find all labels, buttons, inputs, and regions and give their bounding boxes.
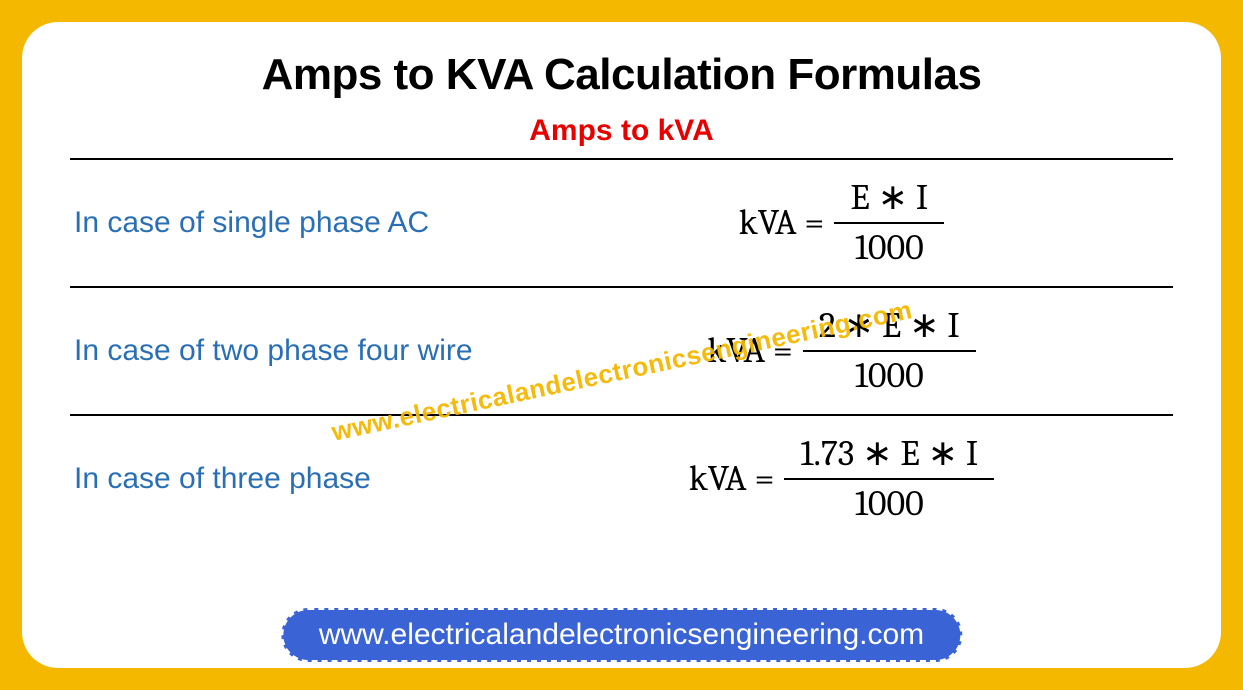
formula-fraction: 2 ∗ E ∗ I 1000 <box>803 306 976 396</box>
row-label: In case of single phase AC <box>70 206 510 240</box>
fraction-denominator: 1000 <box>839 352 940 396</box>
table-row: In case of single phase AC kVA = E ∗ I 1… <box>70 158 1173 286</box>
sub-title: Amps to kVA <box>70 114 1173 148</box>
formula-cell: kVA = 1.73 ∗ E ∗ I 1000 <box>510 434 1173 524</box>
formula-lhs: kVA = <box>689 461 775 497</box>
table-row: In case of two phase four wire kVA = 2 ∗… <box>70 286 1173 414</box>
fraction-numerator: 2 ∗ E ∗ I <box>803 306 976 352</box>
footer-url-pill: www.electricalandelectronicsengineering.… <box>281 608 962 662</box>
row-label: In case of two phase four wire <box>70 334 510 368</box>
formula-table: In case of single phase AC kVA = E ∗ I 1… <box>70 158 1173 542</box>
fraction-denominator: 1000 <box>839 480 940 524</box>
fraction-denominator: 1000 <box>839 224 940 268</box>
formula-fraction: E ∗ I 1000 <box>834 178 944 268</box>
formula-cell: kVA = E ∗ I 1000 <box>510 178 1173 268</box>
main-title: Amps to KVA Calculation Formulas <box>70 50 1173 100</box>
fraction-numerator: E ∗ I <box>834 178 944 224</box>
formula-cell: kVA = 2 ∗ E ∗ I 1000 <box>510 306 1173 396</box>
formula-lhs: kVA = <box>739 205 825 241</box>
row-label: In case of three phase <box>70 462 510 496</box>
formula: kVA = E ∗ I 1000 <box>739 178 944 268</box>
fraction-numerator: 1.73 ∗ E ∗ I <box>784 434 994 480</box>
formula-fraction: 1.73 ∗ E ∗ I 1000 <box>784 434 994 524</box>
table-row: In case of three phase kVA = 1.73 ∗ E ∗ … <box>70 414 1173 542</box>
content-card: Amps to KVA Calculation Formulas Amps to… <box>22 22 1221 668</box>
formula: kVA = 1.73 ∗ E ∗ I 1000 <box>689 434 994 524</box>
formula: kVA = 2 ∗ E ∗ I 1000 <box>707 306 975 396</box>
formula-lhs: kVA = <box>707 333 793 369</box>
